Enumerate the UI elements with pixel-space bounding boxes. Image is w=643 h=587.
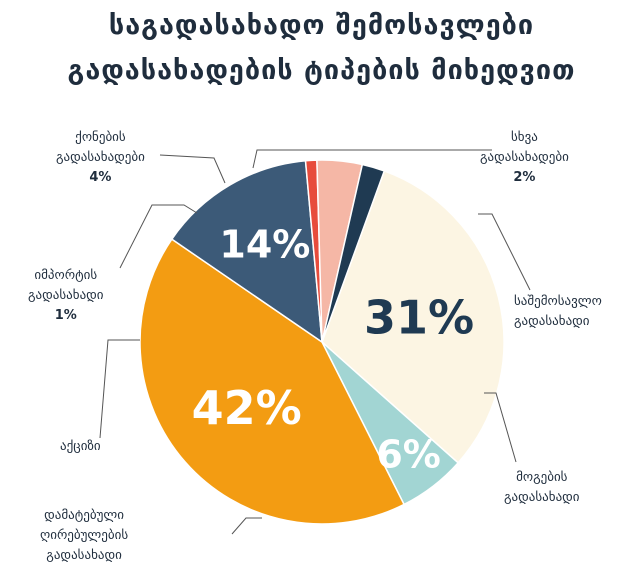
label-other-taxes-line1: სხვა (511, 130, 538, 145)
pie-slice-income-tax (321, 170, 505, 464)
label-profit-tax-line1: მოგების (516, 470, 568, 485)
pie-slice-other-taxes (321, 163, 386, 343)
label-property-tax: ქონების გადასახადები 4% (56, 128, 145, 188)
label-property-tax-pct: 4% (89, 170, 112, 185)
label-income-tax-line2: გადასახადი (514, 314, 590, 329)
label-vat-line2: ღირებულების (40, 528, 129, 543)
label-profit-tax-line2: გადასახადი (504, 490, 580, 505)
label-income-tax: საშემოსავლო გადასახადი (514, 292, 602, 332)
label-other-taxes: სხვა გადასახადები 2% (480, 128, 569, 188)
leader-line-excise (99, 339, 140, 439)
label-import-tax-line2: გადასახადი (28, 288, 104, 303)
label-excise: აქციზი (60, 437, 101, 457)
leader-line-import-tax (119, 204, 198, 269)
label-vat: დამატებული ღირებულების გადასახადი (40, 506, 128, 566)
leader-line-property-tax (159, 154, 226, 184)
label-vat-line3: გადასახადი (46, 548, 122, 563)
label-profit-tax: მოგების გადასახადი (504, 468, 580, 508)
slice-value-excise: 14% (219, 223, 310, 267)
label-excise-line1: აქციზი (60, 439, 101, 454)
label-property-tax-line2: გადასახადები (56, 150, 145, 165)
leader-line-profit-tax (484, 392, 517, 463)
label-other-taxes-pct: 2% (513, 170, 536, 185)
label-other-taxes-line2: გადასახადები (480, 150, 569, 165)
label-import-tax: იმპორტის გადასახადი 1% (28, 266, 104, 326)
pie-slice-vat (139, 238, 406, 525)
chart-title-line-1: საგადასახადო შემოსავლები (108, 10, 535, 41)
leader-line-vat (231, 517, 262, 535)
slice-value-vat: 42% (192, 381, 302, 435)
label-import-tax-pct: 1% (54, 308, 77, 323)
chart-title-line-2: გადასახადების ტიპების მიხედვით (67, 55, 576, 86)
label-vat-line1: დამატებული (44, 508, 124, 523)
label-income-tax-line1: საშემოსავლო (514, 294, 602, 309)
slice-value-profit-tax: 6% (376, 432, 441, 476)
label-property-tax-line1: ქონების (75, 130, 126, 145)
leader-line-other-taxes (252, 149, 492, 169)
label-import-tax-line1: იმპორტის (34, 268, 98, 283)
pie-slice-excise (170, 159, 323, 344)
leader-line-income-tax (478, 213, 531, 291)
slice-value-income-tax: 31% (364, 290, 474, 344)
